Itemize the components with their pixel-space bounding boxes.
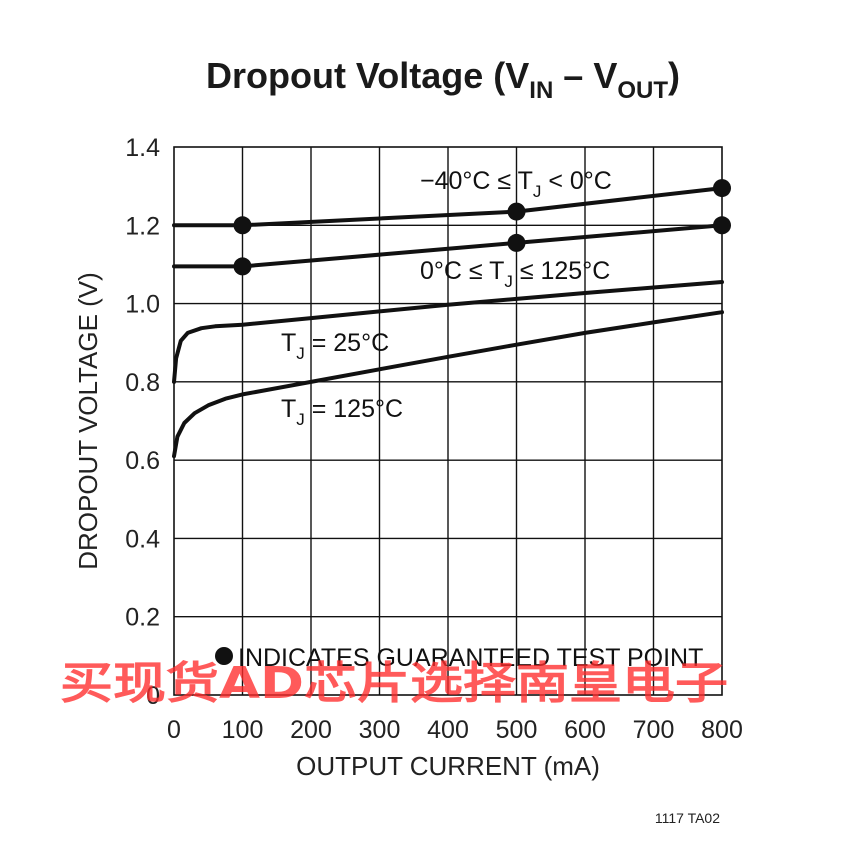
series-line-1 — [172, 223, 724, 269]
x-tick-label: 100 — [222, 716, 264, 744]
figure-id: 1117 TA02 — [655, 810, 720, 826]
x-tick-label: 200 — [290, 716, 332, 744]
x-tick-label: 700 — [633, 716, 675, 744]
x-tick-labels: 0 100 200 300 400 500 600 700 800 — [167, 716, 743, 744]
series-line-0 — [172, 186, 724, 228]
chart-title-sub-out: OUT — [617, 77, 668, 104]
x-tick-label: 300 — [359, 716, 401, 744]
y-tick-label: 1.2 — [125, 212, 160, 240]
x-tick-label: 0 — [167, 716, 181, 744]
legend-marker-icon — [215, 647, 233, 665]
x-axis-label: OUTPUT CURRENT (mA) — [296, 751, 600, 781]
x-tick-label: 400 — [427, 716, 469, 744]
test-point-marker — [713, 179, 731, 198]
chart-title-main: Dropout Voltage (V — [206, 55, 529, 96]
chart-title-mid: – V — [553, 55, 617, 96]
series-label-0-to-125: 0°C ≤ TJ ≤ 125°C — [420, 257, 610, 291]
watermark-text: 买现货AD芯片选择南皇电子 — [60, 658, 728, 709]
x-tick-label: 800 — [701, 716, 743, 744]
y-axis-label: DROPOUT VOLTAGE (V) — [73, 272, 103, 570]
test-point-marker — [713, 216, 731, 235]
y-tick-label: 0.4 — [125, 525, 160, 553]
series-label-minus40-to-0: −40°C ≤ TJ < 0°C — [420, 167, 612, 201]
y-tick-labels: 0 0.2 0.4 0.6 0.8 1.0 1.2 1.4 — [125, 134, 160, 710]
chart-title: Dropout Voltage (VIN – VOUT) — [206, 55, 680, 104]
series-line-2 — [172, 280, 724, 384]
test-point-marker — [233, 257, 252, 276]
y-tick-label: 0.8 — [125, 369, 160, 397]
series-label-125c: TJ = 125°C — [281, 395, 403, 429]
plot-frame — [173, 146, 723, 696]
y-tick-label: 0.6 — [125, 447, 160, 475]
series-curves — [172, 186, 724, 459]
series-line-3 — [172, 310, 724, 459]
x-tick-label: 600 — [564, 716, 606, 744]
plot-grid — [174, 147, 722, 695]
test-point-markers — [233, 179, 731, 276]
chart-title-sub-in: IN — [529, 77, 553, 104]
test-point-marker — [507, 202, 526, 221]
y-tick-label: 1.4 — [125, 134, 160, 162]
chart-title-end: ) — [668, 55, 680, 96]
test-point-marker — [233, 216, 252, 235]
y-tick-label: 0.2 — [125, 604, 160, 632]
test-point-marker — [507, 233, 526, 252]
x-tick-label: 500 — [496, 716, 538, 744]
series-label-25c: TJ = 25°C — [281, 329, 389, 363]
legend-text: INDICATES GUARANTEED TEST POINT — [238, 644, 703, 672]
y-tick-label: 0 — [146, 682, 160, 710]
y-tick-label: 1.0 — [125, 291, 160, 319]
